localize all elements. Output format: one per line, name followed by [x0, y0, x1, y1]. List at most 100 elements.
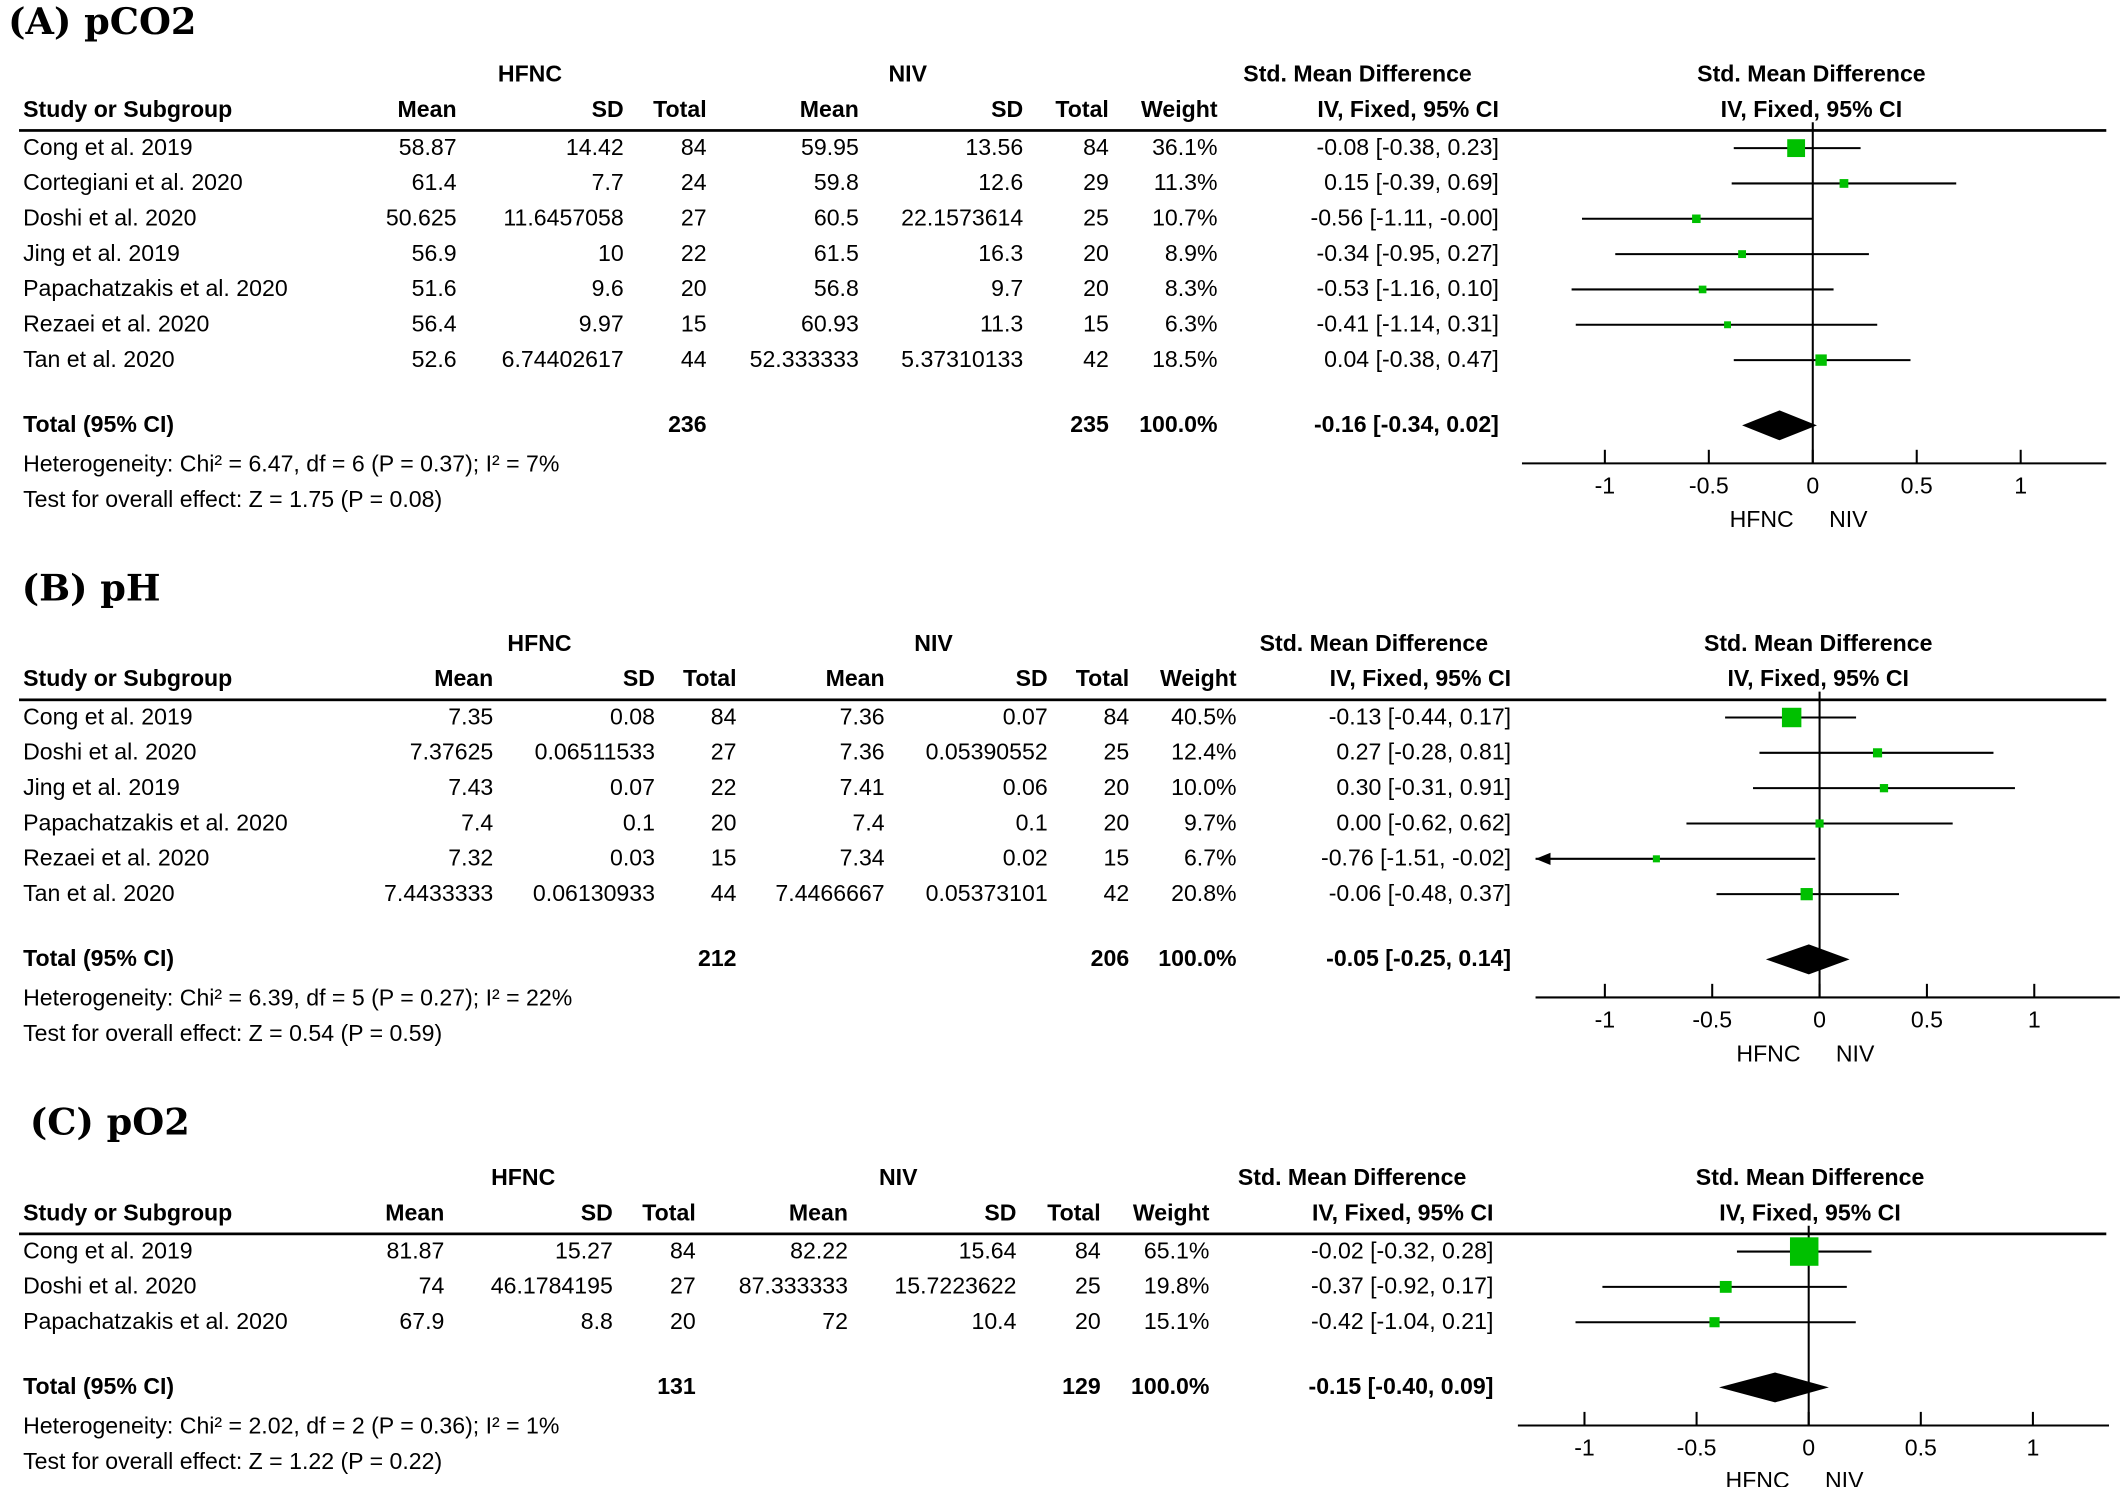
study-name: Tan et al. 2020: [23, 880, 175, 907]
weight-value: 15.1%: [1143, 1308, 1210, 1335]
plot-method-header: IV, Fixed, 95% CI: [1719, 1199, 1901, 1226]
niv-mean: 60.5: [813, 205, 859, 232]
col-ci: IV, Fixed, 95% CI: [1317, 96, 1499, 123]
hfnc-total: 20: [670, 1308, 696, 1335]
hfnc-total: 15: [680, 311, 707, 338]
niv-total: 84: [1074, 1237, 1101, 1264]
study-marker: [1724, 321, 1731, 329]
niv-total: 84: [1103, 703, 1130, 730]
hfnc-mean: 56.9: [411, 240, 457, 267]
study-marker: [1738, 250, 1747, 259]
study-name: Cortegiani et al. 2020: [23, 169, 243, 196]
weight-value: 9.7%: [1183, 809, 1237, 836]
x-tick-label: -1: [1595, 472, 1616, 498]
study-marker: [1815, 354, 1827, 366]
weight-value: 6.3%: [1164, 311, 1218, 338]
hfnc-sd: 0.03: [610, 845, 655, 872]
niv-total: 206: [1090, 945, 1130, 972]
niv-sd: 0.05373101: [925, 880, 1048, 907]
niv-sd: 10.4: [971, 1308, 1017, 1335]
col-study: Study or Subgroup: [23, 96, 233, 123]
group1-header: HFNC: [507, 630, 572, 657]
study-marker: [1800, 888, 1813, 901]
niv-total: 25: [1103, 739, 1130, 766]
ci-value: 0.00 [-0.62, 0.62]: [1336, 809, 1512, 836]
col-weight: Weight: [1160, 665, 1237, 692]
total-label: Total (95% CI): [23, 1373, 175, 1400]
niv-total: 42: [1083, 346, 1109, 373]
header-rule: [19, 698, 2107, 702]
weight-value: 10.0%: [1171, 774, 1237, 801]
hfnc-mean: 81.87: [386, 1237, 445, 1264]
panel-title: (C) pO2: [29, 1102, 190, 1145]
study-marker: [1789, 1237, 1819, 1266]
panel-title: (B) pH: [21, 568, 161, 611]
hfnc-sd: 7.7: [591, 169, 624, 196]
smd-table-header: Std. Mean Difference: [1243, 61, 1472, 87]
weight-value: 65.1%: [1143, 1237, 1210, 1264]
col-sd2: SD: [984, 1199, 1017, 1226]
hfnc-mean: 50.625: [385, 205, 457, 232]
study-marker: [1709, 1317, 1720, 1328]
study-marker: [1781, 707, 1802, 728]
col-sd1: SD: [580, 1199, 613, 1226]
hfnc-mean: 7.4: [461, 809, 494, 836]
favours-hfnc-label: HFNC: [1736, 1040, 1800, 1066]
niv-sd: 9.7: [991, 275, 1024, 302]
ci-value: -0.34 [-0.95, 0.27]: [1316, 240, 1499, 267]
hfnc-mean: 7.4433333: [384, 880, 494, 907]
ci-value: -0.41 [-1.14, 0.31]: [1316, 311, 1499, 338]
col-sd2: SD: [1015, 665, 1048, 692]
niv-mean: 7.41: [839, 774, 885, 801]
weight-value: 18.5%: [1152, 346, 1218, 373]
niv-total: 20: [1074, 1308, 1101, 1335]
ci-value: -0.76 [-1.51, -0.02]: [1321, 845, 1512, 872]
hfnc-total: 27: [710, 739, 737, 766]
hfnc-total: 236: [668, 411, 707, 438]
study-name: Jing et al. 2019: [23, 240, 180, 267]
col-study: Study or Subgroup: [23, 1199, 233, 1226]
niv-total: 20: [1083, 240, 1109, 267]
col-total1: Total: [683, 665, 737, 692]
study-marker: [1719, 1280, 1732, 1293]
niv-sd: 0.06: [1002, 774, 1048, 801]
niv-mean: 59.8: [813, 169, 859, 196]
x-tick-label: 0.5: [1901, 472, 1933, 498]
heterogeneity-text: Heterogeneity: Chi² = 6.39, df = 5 (P = …: [23, 985, 573, 1012]
x-tick-label: 1: [2014, 472, 2027, 498]
hfnc-mean: 74: [418, 1273, 445, 1300]
hfnc-sd: 9.97: [578, 311, 624, 338]
niv-sd: 0.07: [1002, 703, 1048, 730]
weight-value: 36.1%: [1152, 134, 1218, 161]
hfnc-mean: 7.43: [448, 774, 494, 801]
hfnc-mean: 58.87: [398, 134, 457, 161]
hfnc-mean: 7.32: [448, 845, 494, 872]
group2-header: NIV: [914, 630, 953, 657]
niv-mean: 7.4: [852, 809, 885, 836]
total-label: Total (95% CI): [23, 945, 175, 972]
weight-value: 10.7%: [1152, 205, 1218, 232]
niv-sd: 12.6: [978, 169, 1024, 196]
niv-total: 20: [1103, 774, 1130, 801]
col-ci: IV, Fixed, 95% CI: [1329, 665, 1512, 692]
study-name: Doshi et al. 2020: [23, 205, 197, 232]
weight-value: 8.9%: [1164, 240, 1218, 267]
x-tick-label: 1: [2026, 1434, 2039, 1460]
study-name: Cong et al. 2019: [23, 1237, 193, 1264]
study-marker: [1879, 784, 1889, 793]
hfnc-mean: 7.37625: [409, 739, 494, 766]
hfnc-mean: 67.9: [399, 1308, 445, 1335]
hfnc-sd: 0.08: [610, 703, 655, 730]
study-name: Jing et al. 2019: [23, 774, 180, 801]
niv-total: 20: [1083, 275, 1109, 302]
col-total2: Total: [1047, 1199, 1101, 1226]
hfnc-sd: 8.8: [580, 1308, 613, 1335]
hfnc-total: 27: [680, 205, 707, 232]
hfnc-total: 24: [680, 169, 707, 196]
ci-value: -0.37 [-0.92, 0.17]: [1311, 1273, 1494, 1300]
hfnc-mean: 7.35: [448, 703, 494, 730]
heterogeneity-text: Heterogeneity: Chi² = 2.02, df = 2 (P = …: [23, 1413, 560, 1440]
hfnc-total: 22: [710, 774, 737, 801]
smd-plot-header: Std. Mean Difference: [1695, 1164, 1925, 1191]
niv-total: 15: [1083, 311, 1109, 338]
